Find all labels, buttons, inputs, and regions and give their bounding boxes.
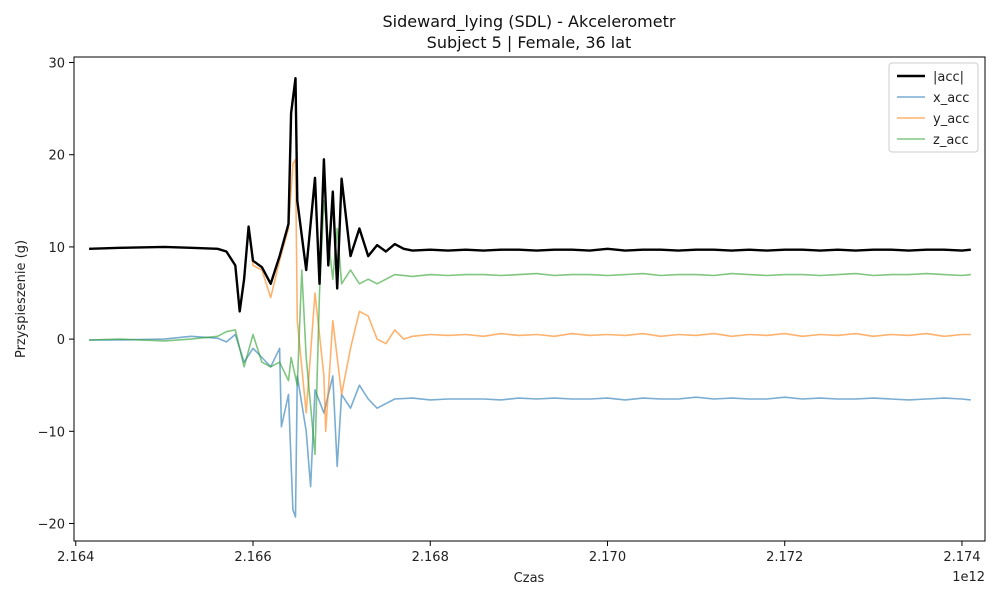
- y-axis-ticks: −20 −10 0 10 20 30: [38, 57, 74, 532]
- x-tick-label: 2.170: [589, 550, 626, 565]
- y-tick-label: 30: [48, 57, 65, 72]
- y-tick-label: 10: [48, 241, 65, 256]
- series-line-x-acc: [89, 333, 971, 518]
- series-line-z-acc: [89, 200, 971, 456]
- series-line-y-acc: [89, 158, 971, 433]
- x-axis-label: Czas: [514, 571, 545, 586]
- legend-label: x_acc: [933, 91, 969, 106]
- x-tick-label: 2.168: [412, 550, 449, 565]
- x-axis-offset-label: 1e12: [952, 570, 985, 585]
- x-axis-ticks: 2.164 2.166 2.168 2.170 2.172 2.174: [57, 541, 981, 565]
- series-line-acc-magnitude: [89, 76, 971, 313]
- x-tick-label: 2.174: [943, 550, 980, 565]
- legend-label: z_acc: [933, 133, 969, 148]
- plot-frame: [73, 56, 986, 542]
- y-tick-label: −10: [38, 425, 65, 440]
- chart-subtitle: Subject 5 | Female, 36 lat: [427, 33, 632, 52]
- x-tick-label: 2.164: [57, 550, 94, 565]
- legend: |acc| x_acc y_acc z_acc: [888, 62, 979, 153]
- legend-label: |acc|: [933, 70, 964, 85]
- y-tick-label: −20: [38, 517, 65, 532]
- legend-box: [888, 62, 979, 153]
- x-tick-label: 2.172: [766, 550, 803, 565]
- y-axis-label: Przyspieszenie (g): [14, 240, 29, 358]
- chart-title: Sideward_lying (SDL) - Akcelerometr: [383, 12, 676, 32]
- x-tick-label: 2.166: [234, 550, 271, 565]
- y-tick-label: 0: [57, 333, 65, 348]
- y-tick-label: 20: [48, 149, 65, 164]
- legend-label: y_acc: [933, 112, 969, 127]
- series-layer: [89, 76, 971, 518]
